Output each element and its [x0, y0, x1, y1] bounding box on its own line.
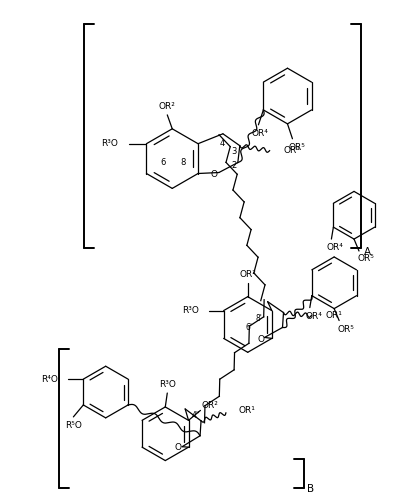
Text: R³O: R³O	[182, 306, 199, 315]
Text: 6: 6	[161, 158, 166, 167]
Text: OR²: OR²	[239, 270, 256, 279]
Text: 3: 3	[231, 147, 237, 156]
Text: O: O	[175, 443, 182, 452]
Text: OR²: OR²	[202, 401, 219, 410]
Text: A: A	[364, 247, 372, 257]
Text: OR¹: OR¹	[325, 311, 342, 320]
Text: OR⁵: OR⁵	[357, 254, 375, 263]
Text: OR⁵: OR⁵	[338, 325, 354, 334]
Text: 8: 8	[181, 158, 186, 167]
Text: 4": 4"	[192, 411, 200, 420]
Text: OR²: OR²	[159, 102, 176, 111]
Text: R³O: R³O	[101, 139, 117, 148]
Text: O: O	[211, 170, 217, 179]
Text: 6': 6'	[245, 323, 252, 332]
Text: OR⁴: OR⁴	[305, 312, 322, 321]
Text: O: O	[257, 335, 264, 344]
Text: R³O: R³O	[159, 380, 176, 389]
Text: OR⁵: OR⁵	[289, 143, 306, 152]
Text: OR¹: OR¹	[239, 406, 256, 416]
Text: OR⁴: OR⁴	[327, 243, 344, 251]
Text: 4: 4	[219, 139, 224, 148]
Text: OR¹: OR¹	[283, 146, 301, 155]
Text: R⁵O: R⁵O	[65, 421, 82, 430]
Text: OR⁴: OR⁴	[252, 129, 269, 138]
Text: B: B	[307, 485, 314, 495]
Text: 8': 8'	[255, 314, 262, 323]
Text: 2: 2	[231, 161, 237, 170]
Text: R⁴O: R⁴O	[42, 375, 59, 384]
